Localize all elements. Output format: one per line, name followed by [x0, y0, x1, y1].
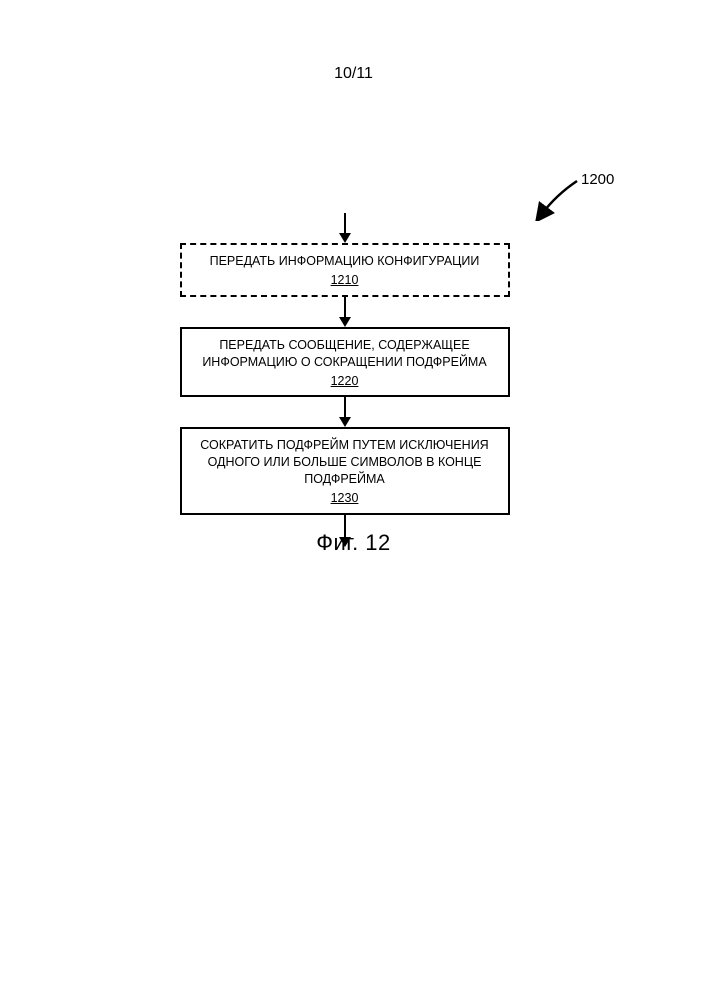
- step-1230-num: 1230: [192, 490, 498, 507]
- figure-caption: Фиг. 12: [0, 530, 707, 556]
- flow-column: ПЕРЕДАТЬ ИНФОРМАЦИЮ КОНФИГУРАЦИИ 1210 ПЕ…: [163, 213, 526, 547]
- reference-number: 1200: [581, 171, 614, 188]
- step-1220: ПЕРЕДАТЬ СООБЩЕНИЕ, СОДЕРЖАЩЕЕ ИНФОРМАЦИ…: [180, 327, 510, 398]
- reference-number-group: 1200: [535, 175, 585, 221]
- arrow-in-icon: [335, 213, 355, 243]
- reference-arrow-icon: [535, 175, 585, 221]
- reference-arrow-path: [541, 181, 577, 215]
- step-1230: СОКРАТИТЬ ПОДФРЕЙМ ПУТЕМ ИСКЛЮЧЕНИЯ ОДНО…: [180, 427, 510, 515]
- step-1210-text: ПЕРЕДАТЬ ИНФОРМАЦИЮ КОНФИГУРАЦИИ: [210, 254, 480, 268]
- page-number: 10/11: [0, 65, 707, 83]
- arrow-2-icon: [335, 397, 355, 427]
- step-1210-num: 1210: [192, 272, 498, 289]
- arrow-1-icon: [335, 297, 355, 327]
- step-1230-text: СОКРАТИТЬ ПОДФРЕЙМ ПУТЕМ ИСКЛЮЧЕНИЯ ОДНО…: [200, 438, 488, 486]
- step-1220-text: ПЕРЕДАТЬ СООБЩЕНИЕ, СОДЕРЖАЩЕЕ ИНФОРМАЦИ…: [202, 338, 486, 369]
- step-1220-num: 1220: [192, 373, 498, 390]
- step-1210: ПЕРЕДАТЬ ИНФОРМАЦИЮ КОНФИГУРАЦИИ 1210: [180, 243, 510, 297]
